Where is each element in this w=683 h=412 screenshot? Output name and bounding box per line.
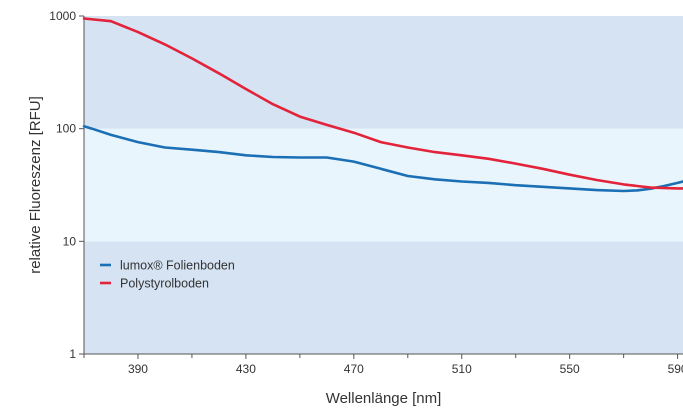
x-tick-label: 550 (560, 362, 580, 376)
chart-series (82, 17, 683, 193)
band-0 (84, 241, 683, 354)
series-line-1 (82, 17, 683, 190)
y-tick-label: 10 (63, 234, 77, 248)
background-bands (84, 16, 683, 354)
x-axis-title: Wellenlänge [nm] (326, 390, 442, 407)
y-axis-title: relative Fluoreszenz [RFU] (27, 96, 44, 274)
x-tick-label: 510 (452, 362, 472, 376)
x-tick-label: 470 (344, 362, 364, 376)
legend-label-0: lumox® Folienboden (120, 259, 235, 273)
y-tick-label: 1 (69, 347, 76, 361)
band-1 (84, 128, 683, 242)
x-tick-label: 430 (236, 362, 256, 376)
x-tick-label: 590 (668, 362, 683, 376)
x-tick-label: 390 (128, 362, 148, 376)
y-tick-label: 100 (56, 122, 76, 136)
chart-axes: 1 10 100 1000 390 430 470 510 550 590 (49, 9, 683, 376)
band-2 (84, 16, 683, 129)
series-line-0 (82, 125, 683, 193)
chart-legend: lumox® Folienboden Polystyrolboden (100, 259, 235, 291)
legend-label-1: Polystyrolboden (120, 277, 209, 291)
y-tick-label: 1000 (49, 9, 76, 23)
